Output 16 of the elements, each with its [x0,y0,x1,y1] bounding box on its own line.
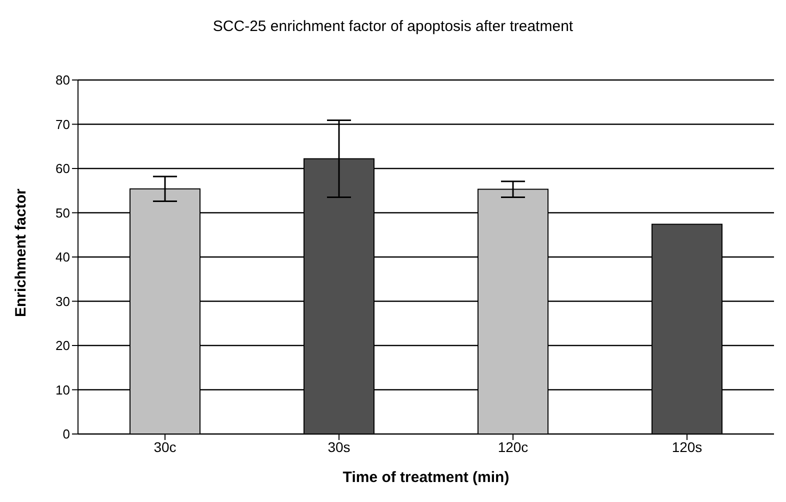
y-tick-label: 40 [56,250,70,265]
y-tick-label: 0 [62,426,70,442]
x-tick-label: 30s [328,438,350,455]
x-tick-label: 120c [498,438,528,455]
y-tick-label: 50 [56,205,70,220]
x-tick-label: 30c [154,438,176,455]
y-axis-title: Enrichment factor [12,188,30,317]
y-tick-label: 60 [56,161,70,176]
y-tick-label: 70 [56,116,70,132]
y-tick-label: 30 [56,294,70,309]
x-tick-label: 120s [672,438,702,455]
y-tick-label: 80 [56,72,70,88]
y-tick-label: 10 [56,382,70,398]
y-tick-label: 20 [56,338,70,354]
chart-title: SCC-25 enrichment factor of apoptosis after treatment [212,17,574,37]
x-axis-title: Time of treatment (min) [342,469,510,486]
